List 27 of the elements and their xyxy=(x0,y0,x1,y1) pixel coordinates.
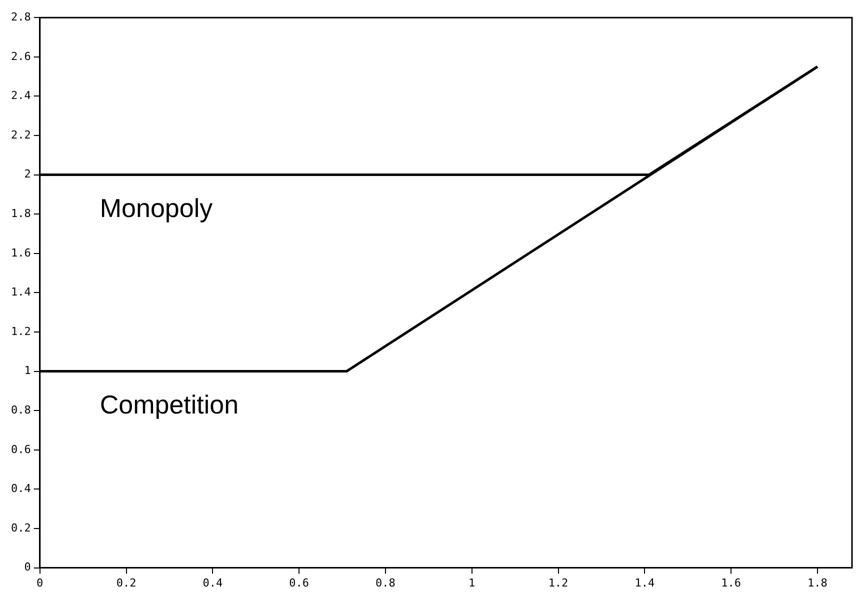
y-tick-label: 0.2 xyxy=(10,521,31,534)
x-tick-label: 1.4 xyxy=(634,576,655,590)
y-tick-label: 1.6 xyxy=(10,246,31,260)
x-tick-label: 0 xyxy=(36,576,44,590)
y-tick-label: 1.4 xyxy=(10,286,32,299)
x-tick-label: 0.8 xyxy=(376,576,396,590)
y-tick-label: 1.8 xyxy=(10,206,31,220)
x-tick-label: 0.2 xyxy=(116,576,136,590)
y-tick-label: 0.8 xyxy=(10,403,31,416)
x-tick-label: 1.6 xyxy=(721,576,741,590)
y-tick-label: 2 xyxy=(24,168,31,181)
x-tick-label: 0.4 xyxy=(202,576,223,590)
x-tick-label: 1.2 xyxy=(548,576,568,590)
y-tick-label: 0.4 xyxy=(10,482,32,496)
x-tick-label: 1 xyxy=(468,576,476,590)
y-tick-label: 0 xyxy=(24,560,31,574)
y-tick-label: 1.2 xyxy=(10,324,31,338)
y-tick-label: 2.4 xyxy=(10,89,32,102)
y-tick-label: 2.2 xyxy=(10,128,31,142)
x-tick-label: 1.8 xyxy=(808,576,828,590)
y-tick-label: 2.8 xyxy=(10,10,31,24)
series-label: Competition xyxy=(100,389,239,420)
y-tick-label: 0.6 xyxy=(10,442,31,456)
y-tick-label: 1 xyxy=(24,364,31,378)
series-label: Monopoly xyxy=(100,192,213,223)
y-tick-label: 2.6 xyxy=(10,50,31,63)
x-tick-label: 0.6 xyxy=(289,576,309,590)
